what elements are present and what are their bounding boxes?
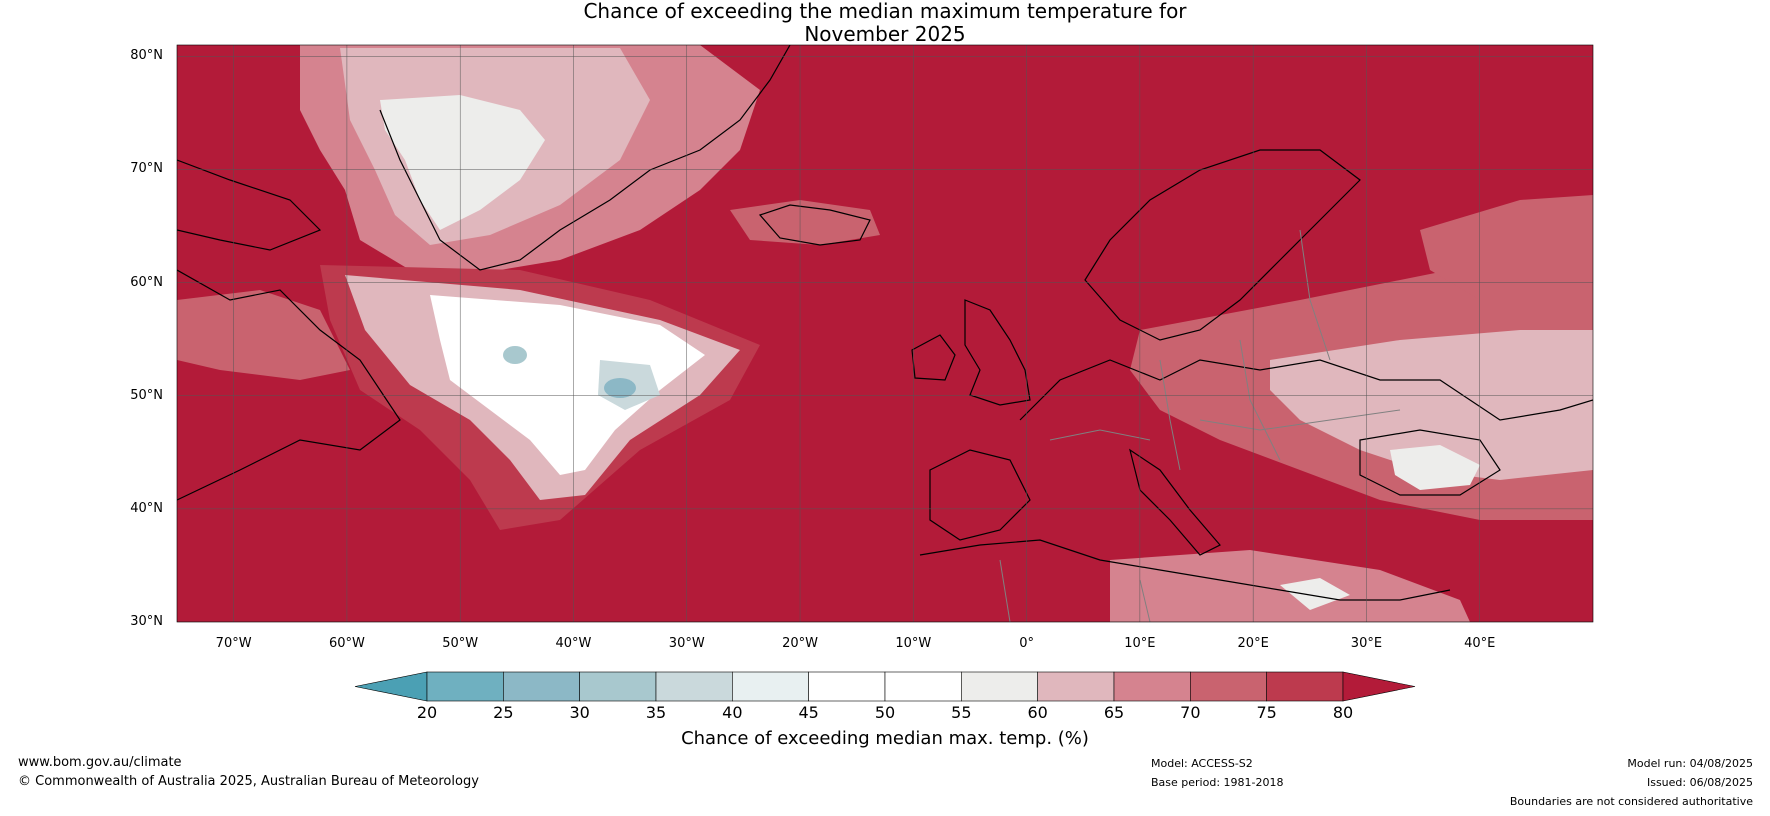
map-plot-area <box>177 45 1593 622</box>
europe-mainland-coast <box>1019 359 1593 421</box>
colorbar-segment <box>1190 671 1267 702</box>
country-borders <box>999 229 1401 622</box>
longitude-label: 70°W <box>215 636 252 651</box>
border-7 <box>1139 579 1151 622</box>
model-text: Model: ACCESS-S2 <box>1151 757 1253 770</box>
colorbar-segment <box>1037 671 1115 702</box>
colorbar-segment <box>884 671 962 702</box>
colorbar-tick-label: 80 <box>1332 703 1354 722</box>
colorbar-tick-label: 70 <box>1180 703 1201 722</box>
norway-coast <box>1084 149 1361 341</box>
greenland-coast <box>379 45 791 271</box>
longitude-label: 60°W <box>328 636 365 651</box>
longitude-label: 20°W <box>782 636 818 651</box>
latitude-label: 80°N <box>130 48 163 64</box>
gridlines <box>177 45 1593 622</box>
colorbar-tick-label: 40 <box>722 703 743 722</box>
colorbar-segment <box>1113 671 1191 702</box>
longitude-label: 20°E <box>1237 636 1269 651</box>
colorbar-tick-label: 35 <box>645 703 667 722</box>
issued-text: Issued: 06/08/2025 <box>1646 776 1753 789</box>
disclaimer-text: Boundaries are not considered authoritat… <box>1509 795 1753 808</box>
greenland-field-60 <box>380 95 545 230</box>
colorbar-segment <box>1266 671 1344 702</box>
colorbar-segment <box>426 671 504 702</box>
coastlines <box>177 45 1593 601</box>
colorbar-tick-label: 75 <box>1256 703 1277 722</box>
atlantic-field-30 <box>604 378 636 398</box>
border-1 <box>1159 359 1181 471</box>
colorbar-tick-label: 60 <box>1027 703 1048 722</box>
border-6 <box>999 559 1011 622</box>
border-2 <box>1239 339 1281 461</box>
base-period-text: Base period: 1981-2018 <box>1151 776 1284 789</box>
britain-coast <box>964 299 1031 406</box>
colorbar-tick-label: 25 <box>493 703 514 722</box>
title-line-1: Chance of exceeding the median maximum t… <box>583 0 1187 23</box>
iceland-coast <box>758 204 871 246</box>
model-run-text: Model run: 04/08/2025 <box>1627 757 1753 770</box>
colorbar-segment <box>655 671 733 702</box>
latitude-label: 60°N <box>130 274 163 290</box>
longitude-label: 40°W <box>555 636 592 651</box>
atlantic-field-55 <box>430 295 705 475</box>
canadian-islands-coast <box>177 159 322 251</box>
colorbar-segment <box>808 671 886 702</box>
colorbar-segment <box>732 671 809 702</box>
colorbar-tick-label: 30 <box>569 703 590 722</box>
labrador-field-70 <box>177 290 350 380</box>
latitude-label: 50°N <box>130 387 163 403</box>
colorbar-tick-label: 55 <box>951 703 972 722</box>
colorbar-segment <box>961 671 1038 702</box>
ireland-coast <box>911 334 956 381</box>
colorbar-tick-label: 65 <box>1103 703 1125 722</box>
latitude-label: 70°N <box>130 161 163 177</box>
longitude-label: 0° <box>1019 636 1034 651</box>
italy-coast <box>1129 448 1221 556</box>
chart-title: Chance of exceeding the median maximum t… <box>0 0 1770 46</box>
map-frame <box>176 44 1594 623</box>
colorbar-segment <box>503 671 580 702</box>
longitude-label: 30°E <box>1350 636 1383 651</box>
canada-coast <box>177 269 401 501</box>
colorbar-tick-label: 20 <box>416 703 438 722</box>
longitude-label: 40°E <box>1464 636 1496 651</box>
copyright-text: © Commonwealth of Australia 2025, Austra… <box>18 774 479 789</box>
colorbar-title: Chance of exceeding median max. temp. (%… <box>681 728 1089 749</box>
iberia-coast <box>929 449 1031 541</box>
longitude-label: 30°W <box>668 636 705 651</box>
colorbar-extend-high <box>1342 671 1416 702</box>
iceland-field-70 <box>730 200 880 245</box>
border-3 <box>1299 229 1331 361</box>
atlantic-field-35 <box>503 346 527 364</box>
latitude-label: 30°N <box>130 614 163 629</box>
latitude-label: 40°N <box>130 500 163 516</box>
scandinavia-field-70 <box>1420 195 1593 300</box>
border-4 <box>1199 409 1401 431</box>
title-line-2: November 2025 <box>804 22 966 46</box>
longitude-label: 50°W <box>442 636 479 651</box>
north-africa-field-60 <box>1280 578 1350 610</box>
longitude-label: 10°W <box>895 636 932 651</box>
colorbar-segment <box>579 671 657 702</box>
colorbar-extend-low <box>354 671 428 702</box>
longitude-label: 10°E <box>1124 636 1156 651</box>
europe-field-65 <box>1270 330 1593 480</box>
colorbar-tick-label: 45 <box>798 703 819 722</box>
colorbar <box>354 671 1416 702</box>
north-africa-coast <box>919 539 1451 601</box>
europe-field-60 <box>1390 445 1480 490</box>
website-link[interactable]: www.bom.gov.au/climate <box>18 755 182 770</box>
colorbar-tick-label: 50 <box>874 703 896 722</box>
border-5 <box>1049 429 1151 441</box>
